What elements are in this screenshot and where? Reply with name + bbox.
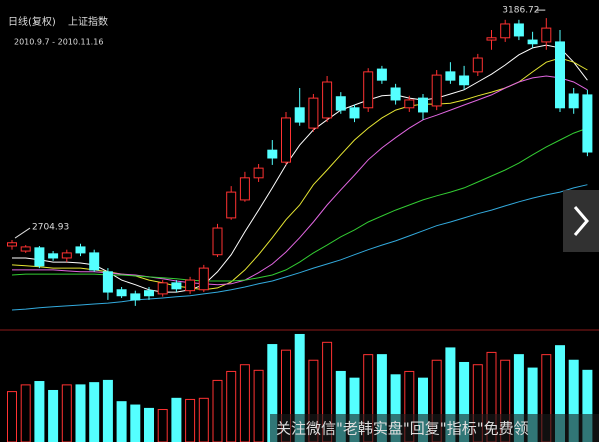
candle-body <box>486 37 497 41</box>
volume-bar <box>61 384 72 442</box>
candle-body <box>267 149 278 159</box>
volume-bar <box>102 379 113 442</box>
volume-bar <box>582 369 593 442</box>
volume-bar <box>116 401 127 442</box>
candle-body <box>20 246 31 252</box>
candle-body <box>472 57 483 73</box>
volume-bar <box>513 354 524 442</box>
candle-body <box>61 252 72 259</box>
candle-body <box>513 23 524 37</box>
candle-body <box>390 87 401 101</box>
volume-bar <box>48 389 59 442</box>
candle-body <box>582 94 593 153</box>
candle-body <box>198 267 209 291</box>
ma-line <box>11 184 588 311</box>
volume-bar <box>376 354 387 442</box>
candle-body <box>75 246 86 254</box>
volume-bar <box>157 409 168 442</box>
volume-bar <box>472 364 483 442</box>
volume-bar <box>363 354 374 442</box>
min-label: 2704.93 <box>32 223 69 233</box>
volume-bar <box>281 349 291 442</box>
candle-body <box>253 167 264 179</box>
candle-body <box>116 289 127 297</box>
date-range: 2010.9.7 - 2010.11.16 <box>14 38 103 47</box>
volume-bar <box>198 397 209 442</box>
candle-body <box>568 93 579 109</box>
volume-bar <box>418 377 428 442</box>
volume-bar <box>212 379 223 442</box>
volume-bar <box>335 370 346 442</box>
watermark-bg <box>270 414 599 442</box>
candle-body <box>157 282 168 295</box>
candle-body <box>308 97 319 129</box>
next-arrow <box>573 206 589 236</box>
candle-body <box>555 41 565 109</box>
candle-body <box>102 271 113 293</box>
volume-bar <box>75 384 86 442</box>
candle-body <box>130 293 141 301</box>
volume-bar <box>267 344 278 442</box>
candle-body <box>459 75 470 86</box>
candle-body <box>144 290 154 297</box>
candle-body <box>418 97 428 113</box>
candle-body <box>281 117 291 163</box>
candle-body <box>431 74 442 107</box>
volume-bar <box>459 361 470 442</box>
candle-body <box>185 279 196 292</box>
candle-body <box>404 99 415 109</box>
volume-bar <box>226 370 237 442</box>
candle-body <box>541 27 552 43</box>
candle-body <box>89 252 100 271</box>
volume-bar <box>253 369 264 442</box>
candle-body <box>500 23 511 39</box>
max-label: 3186.72 <box>502 6 539 16</box>
volume-bar <box>404 370 415 442</box>
volume-bar <box>89 382 100 442</box>
volume-bar <box>349 377 360 442</box>
volume-bar <box>144 407 154 442</box>
volume-bar <box>185 398 196 442</box>
candle-body <box>335 96 346 111</box>
candle-body <box>527 39 538 45</box>
volume-bar <box>294 333 305 442</box>
next-button[interactable] <box>563 190 599 252</box>
volume-bar <box>445 347 456 442</box>
candle-body <box>48 253 59 259</box>
candle-body <box>34 247 45 267</box>
candle-body <box>239 177 250 201</box>
candle-body <box>294 107 305 123</box>
volume-bar <box>171 397 182 442</box>
candle-body <box>212 227 223 256</box>
candle-body <box>363 71 374 109</box>
volume-bar <box>239 364 250 442</box>
volume-bar <box>322 341 333 442</box>
volume-bar <box>130 404 141 442</box>
min-arrow <box>14 227 31 239</box>
chart-subtitle: 日线(复权) <box>8 15 56 28</box>
candle-body <box>376 68 387 81</box>
watermark: 关注微信"老韩实盘"回复"指标"免费领 <box>276 420 529 438</box>
candle-body <box>171 282 182 290</box>
chart-title: 上证指数 <box>68 15 108 28</box>
candle-body <box>445 71 456 81</box>
candle-body <box>322 81 333 119</box>
candle-body <box>226 191 237 219</box>
volume-bar <box>7 391 17 442</box>
candle-body <box>7 242 17 247</box>
volume-bar <box>20 384 31 442</box>
candle-body <box>349 107 360 119</box>
volume-bar <box>34 381 45 442</box>
volume-bar <box>541 354 552 442</box>
